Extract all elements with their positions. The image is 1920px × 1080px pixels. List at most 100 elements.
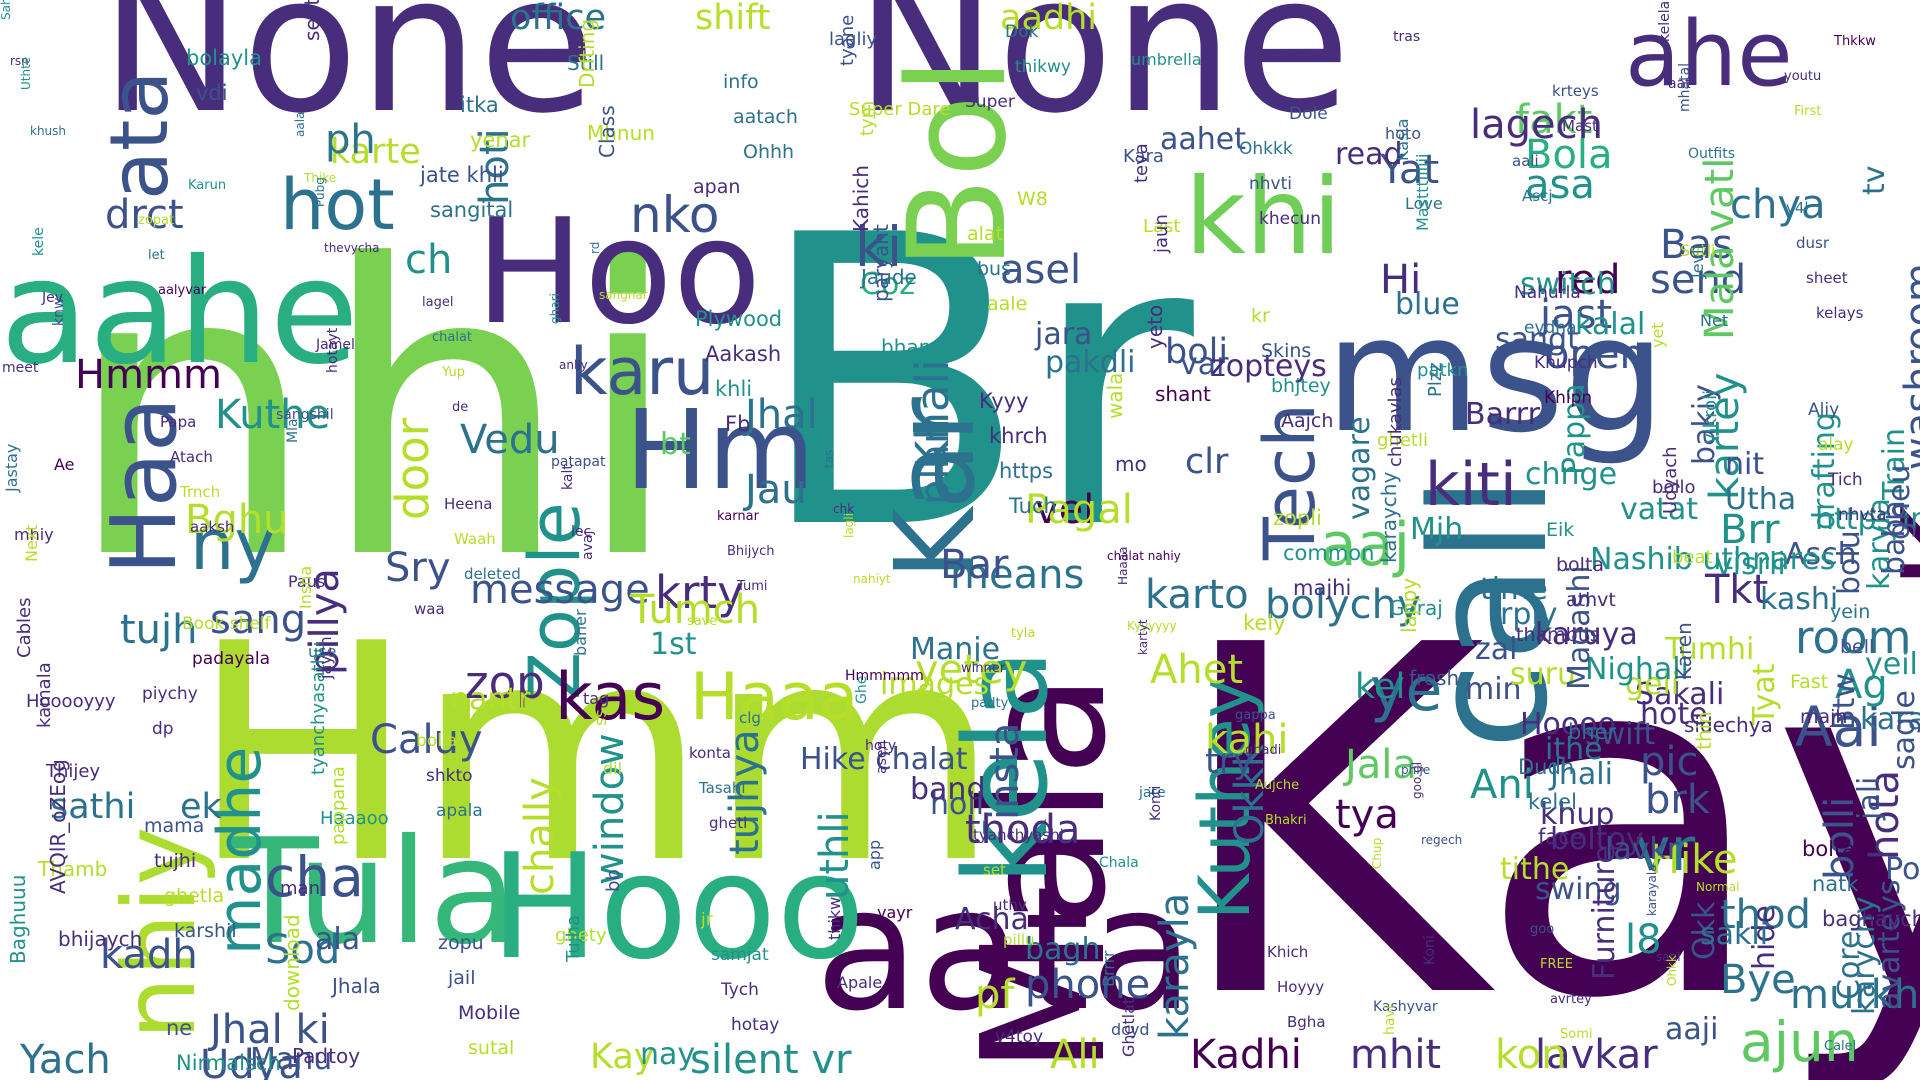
cloud-word: chukavlas — [1385, 377, 1406, 467]
cloud-word: kele — [31, 227, 47, 256]
cloud-word: Dok — [1005, 22, 1039, 42]
cloud-word: regech — [1421, 833, 1463, 847]
cloud-word: krty — [655, 566, 744, 619]
cloud-word: lagel — [422, 295, 454, 310]
cloud-word: Pagal — [1025, 487, 1133, 533]
cloud-word: piychy — [142, 684, 198, 704]
cloud-word: nko — [630, 186, 720, 244]
cloud-word: Konti — [1148, 785, 1164, 821]
cloud-word: Utha — [1725, 482, 1797, 517]
cloud-word: karu — [570, 335, 715, 410]
cloud-word: clg — [739, 709, 761, 727]
cloud-word: Papa — [160, 413, 197, 431]
cloud-word: save — [687, 614, 718, 629]
cloud-word: jr — [701, 910, 713, 930]
cloud-word: Chup — [1370, 837, 1384, 869]
cloud-word: Jastay — [2, 443, 21, 492]
cloud-word: W8 — [1017, 188, 1048, 210]
cloud-word: Hm — [625, 386, 815, 514]
cloud-word: beat — [1672, 547, 1713, 568]
cloud-word: drct — [105, 192, 184, 238]
cloud-word: Bas — [1660, 222, 1733, 268]
cloud-word: knw — [51, 297, 67, 326]
cloud-word: Manu — [250, 1042, 333, 1077]
cloud-word: Asch — [1785, 537, 1857, 572]
cloud-word: sathi — [50, 787, 136, 827]
cloud-word: insta — [982, 722, 1028, 821]
cloud-word: Drfting — [575, 18, 599, 88]
cloud-word: pf — [975, 972, 1015, 1018]
cloud-word: Jaude — [861, 265, 917, 289]
cloud-word: Sakali — [1635, 677, 1725, 712]
cloud-word: Last — [1143, 216, 1181, 237]
cloud-word: ata — [93, 70, 186, 200]
cloud-word: Khupch — [1534, 353, 1598, 373]
cloud-word: Dole — [1289, 104, 1328, 124]
cloud-word: ghetli — [1377, 430, 1428, 451]
cloud-word: samjat — [711, 945, 769, 965]
cloud-word: hoty — [865, 738, 897, 754]
cloud-word: Mastttiiiiii — [1413, 153, 1432, 231]
cloud-word: sangshil — [276, 407, 334, 423]
cloud-word: Hmmmmm — [845, 668, 924, 684]
cloud-word: Coz — [860, 267, 916, 302]
cloud-word: Ag — [1835, 662, 1888, 708]
cloud-word: v4l — [1786, 199, 1809, 217]
cloud-word: Aliy — [1808, 400, 1840, 420]
cloud-word: v4toy — [995, 1027, 1044, 1047]
cloud-word: deleted — [464, 565, 521, 583]
cloud-word: chalat nahiy — [1107, 549, 1181, 563]
cloud-word: aata — [815, 851, 1195, 1049]
cloud-word: bollo — [1652, 477, 1696, 498]
cloud-word: karte — [330, 132, 421, 172]
cloud-word: vagare — [1342, 416, 1377, 520]
cloud-word: Tich — [1828, 470, 1863, 490]
cloud-word: Ohhh — [743, 141, 795, 163]
cloud-word: sheet — [1806, 269, 1848, 287]
cloud-word: tas — [822, 449, 836, 468]
cloud-word: Chala — [1099, 855, 1139, 871]
cloud-word: time — [1480, 572, 1548, 607]
cloud-word: tyanchyashi — [973, 826, 1064, 844]
cloud-word: Hi — [1380, 257, 1422, 303]
cloud-word: dil — [603, 759, 623, 778]
cloud-word: asen — [874, 740, 890, 774]
cloud-word: open — [1545, 332, 1645, 378]
cloud-word: Uthte — [19, 56, 33, 90]
cloud-word: uthv — [993, 896, 1027, 914]
cloud-word: Brr — [1720, 507, 1780, 553]
cloud-word: hoto — [1385, 124, 1421, 143]
cloud-word: Jev — [42, 290, 64, 306]
cloud-word: kely — [1243, 611, 1286, 635]
cloud-word: umbrella — [1131, 50, 1202, 69]
cloud-word: tujh — [120, 607, 198, 653]
cloud-word: patapat — [551, 454, 606, 470]
cloud-word: Aai — [1795, 695, 1882, 759]
cloud-word: msg — [1325, 281, 1666, 468]
cloud-word: ajun — [1740, 1010, 1859, 1074]
cloud-word: jara — [1035, 317, 1093, 352]
cloud-word: wala — [1103, 372, 1127, 419]
cloud-word: lappy — [1397, 577, 1421, 633]
cloud-word: Plzz — [1425, 362, 1446, 397]
cloud-word: krteys — [1552, 82, 1599, 100]
cloud-word: First — [1794, 104, 1822, 119]
cloud-word: Thike — [304, 171, 337, 185]
cloud-word: apala — [436, 801, 483, 821]
cloud-word: Trnch — [180, 483, 221, 501]
cloud-word: Waah — [454, 530, 496, 548]
cloud-word: aale — [987, 293, 1028, 315]
cloud-word: use — [308, 642, 337, 661]
cloud-word: face — [1538, 825, 1583, 849]
cloud-word: Calel — [1824, 1039, 1857, 1054]
cloud-word: jaych — [316, 636, 335, 679]
cloud-word: bhandu — [881, 335, 957, 359]
cloud-word: tya — [1335, 792, 1399, 838]
cloud-word: Ghetlat — [1119, 997, 1138, 1057]
cloud-word: aala — [293, 111, 307, 137]
cloud-word: thikwy — [1015, 57, 1071, 77]
cloud-word: mama — [144, 815, 205, 837]
cloud-word: Hooooyyy — [26, 691, 116, 712]
cloud-word: nit — [1725, 447, 1765, 482]
cloud-word: boltat — [1802, 837, 1864, 861]
